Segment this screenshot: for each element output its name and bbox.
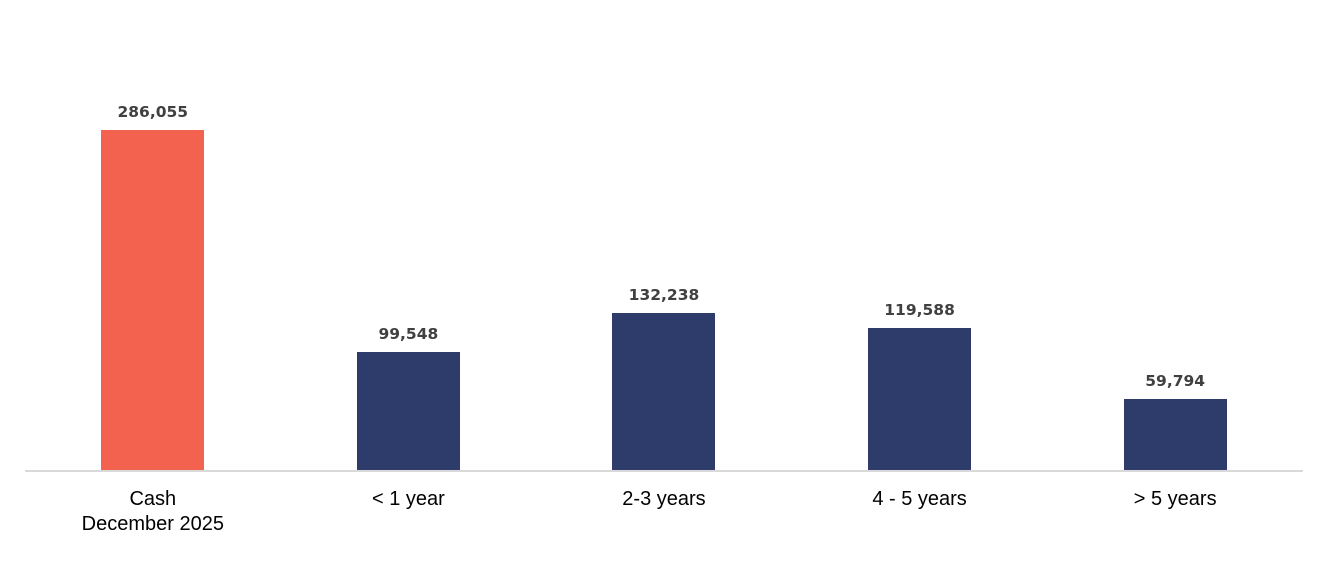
bars-row: 286,055 99,548 132,238 119,588 59,794 xyxy=(25,0,1303,470)
category-label-line: < 1 year xyxy=(371,488,445,510)
category-label: > 5 years xyxy=(1047,487,1303,537)
bar xyxy=(612,313,716,470)
category-label: 4 - 5 years xyxy=(792,487,1048,537)
category-label-line: December 2025 xyxy=(81,513,224,535)
category-label-line: 2-3 years xyxy=(622,488,706,510)
bar-column: 99,548 xyxy=(281,0,537,470)
bar xyxy=(1123,399,1227,470)
plot-area: 286,055 99,548 132,238 119,588 59,794 xyxy=(25,0,1303,470)
bar-value-label: 99,548 xyxy=(378,325,439,343)
category-label: 2-3 years xyxy=(536,487,792,537)
category-labels-row: Cash December 2025 < 1 year 2-3 years 4 - 5 … xyxy=(25,487,1303,537)
bar-value-label: 286,055 xyxy=(117,103,189,121)
bar-column: 286,055 xyxy=(25,0,281,470)
bar-value-label: 59,794 xyxy=(1145,372,1206,390)
bar-value-label: 119,588 xyxy=(884,301,955,319)
category-label-line: > 5 years xyxy=(1133,488,1217,510)
bar-value-label: 132,238 xyxy=(628,286,700,304)
bar-column: 59,794 xyxy=(1047,0,1303,470)
bar xyxy=(101,130,205,470)
category-label: < 1 year xyxy=(281,487,537,537)
x-axis-line xyxy=(25,470,1303,472)
bar-column: 119,588 xyxy=(792,0,1048,470)
bar-column: 132,238 xyxy=(536,0,792,470)
category-label-line: 4 - 5 years xyxy=(872,488,967,510)
bar xyxy=(868,328,972,470)
bar xyxy=(356,352,460,470)
category-label: Cash December 2025 xyxy=(25,487,281,537)
category-label-line: Cash xyxy=(129,488,177,510)
